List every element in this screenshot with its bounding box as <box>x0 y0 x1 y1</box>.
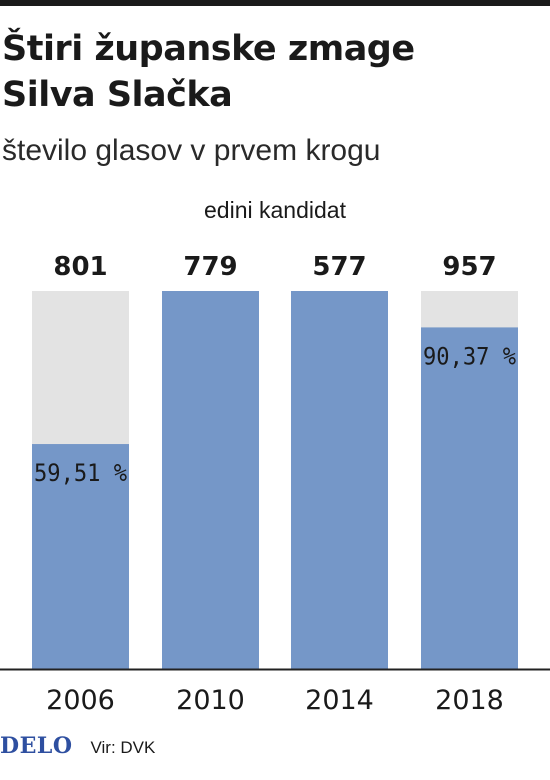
x-tick-2014: 2014 <box>305 685 374 716</box>
value-label-2018: 90,37 % <box>423 342 516 370</box>
top-rule <box>0 0 550 6</box>
footer: DELO Vir: DVK <box>0 733 300 763</box>
value-label-2006: 59,51 % <box>34 459 127 487</box>
source-note: Vir: DVK <box>90 738 156 757</box>
chart-title: Štiri županske zmage Silva Slačka <box>2 26 542 118</box>
bar-chart: 801 59,51 % 2006 779 2010 577 2014 957 90,37 % 20… <box>0 252 550 716</box>
x-tick-2010: 2010 <box>176 685 245 716</box>
bar-2014 <box>291 291 388 669</box>
total-label-2018: 957 <box>442 252 496 282</box>
bar-2006 <box>32 444 129 669</box>
annotation-sole-candidate: edini kandidat <box>204 197 346 223</box>
title-line-1: Štiri županske zmage <box>2 29 415 69</box>
bar-2018 <box>421 327 518 669</box>
bar-2010 <box>162 291 259 669</box>
total-label-2014: 577 <box>312 252 366 282</box>
x-tick-2006: 2006 <box>46 685 115 716</box>
chart-subtitle: število glasov v prvem krogu <box>2 134 381 167</box>
total-label-2006: 801 <box>53 252 107 282</box>
total-label-2010: 779 <box>183 252 237 282</box>
title-line-2: Silva Slačka <box>2 75 233 115</box>
x-tick-2018: 2018 <box>435 685 504 716</box>
delo-logo: DELO <box>0 733 73 759</box>
